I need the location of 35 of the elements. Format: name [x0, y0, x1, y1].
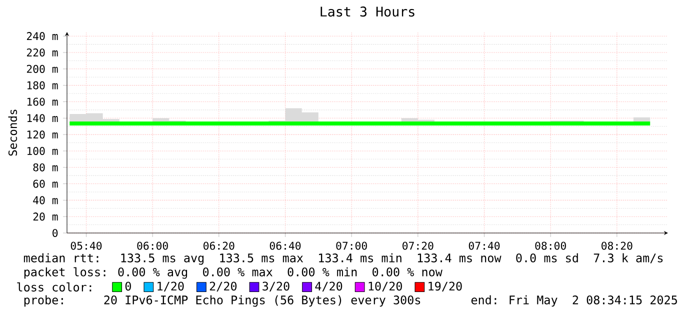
x-tick-label: 07:20 [402, 242, 434, 250]
legend-label: 10/20 [368, 282, 402, 292]
y-tick-label: 180 m [27, 81, 58, 90]
x-tick-label: 06:00 [137, 242, 168, 250]
text: packet loss: 0.00 % avg 0.00 % max 0.00 % min 0.00 % now [24, 267, 442, 279]
legend-label: 19/20 [428, 282, 462, 292]
y-tick-label: 120 m [27, 130, 58, 139]
legend-label: 0 [125, 282, 131, 291]
x-tick-label: 06:40 [270, 242, 301, 250]
y-tick-label: 140 m [27, 114, 58, 122]
x-tick-label: 07:00 [336, 242, 367, 250]
legend-label: 1/20 [158, 282, 184, 292]
legend-label: 3/20 [262, 282, 290, 292]
x-tick-label: 07:40 [468, 242, 500, 250]
legend-label: 4/20 [315, 282, 342, 292]
x-tick-label: 06:20 [204, 242, 234, 250]
y-tick-label: 80 m [33, 163, 58, 172]
y-tick-label: 200 m [26, 64, 58, 73]
text: probe: 20 IPv6-ICMP Echo Pings (56 Bytes) every 300s end: Fri May 2 08:34:15 2025 [24, 295, 677, 307]
legend-label: 2/20 [210, 282, 237, 292]
legend-title: loss color: [17, 282, 92, 292]
y-axis-title: Seconds [8, 110, 18, 156]
x-tick-label: 05:40 [70, 242, 102, 250]
y-tick-label: 0 [52, 228, 58, 238]
y-tick-label: 240 m [26, 32, 58, 40]
y-tick-label: 220 m [26, 48, 58, 57]
y-tick-label: 40 m [33, 196, 58, 204]
chart-title: Last 3 Hours [320, 6, 414, 17]
x-tick-label: 08:00 [535, 242, 566, 250]
text: median rtt: 133.5 ms avg 133.5 ms max 133.4 ms min 133.4 ms now 0.0 ms sd 7.3 k am/s [24, 253, 663, 265]
y-tick-label: 160 m [27, 98, 58, 106]
y-tick-label: 20 m [33, 212, 58, 221]
y-tick-label: 60 m [33, 180, 58, 188]
x-tick-label: 08:20 [602, 242, 632, 250]
y-tick-label: 100 m [27, 146, 58, 155]
